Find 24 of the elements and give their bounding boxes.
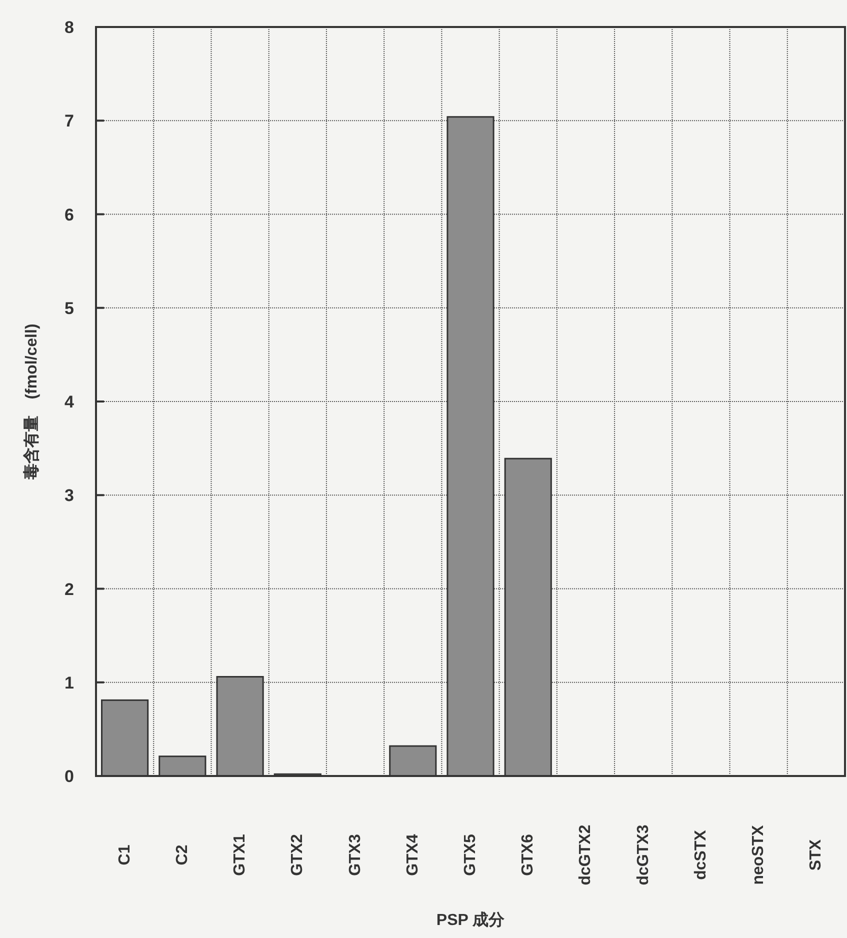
y-axis-title: 毒含有量 (fmol/cell) [22,324,40,480]
x-tick-label: dcGTX3 [634,824,652,886]
y-tick-label: 0 [64,767,74,786]
y-tick-label: 5 [64,298,74,318]
x-tick-label: neoSTX [750,824,768,885]
y-tick-label: 1 [64,673,74,692]
y-tick-label: 7 [64,112,74,131]
x-axis-title: PSP 成分 [436,911,506,929]
x-tick-label: C1 [116,844,134,866]
x-tick-label: GTX6 [520,834,537,876]
x-tick-label: GTX2 [289,834,306,876]
x-tick-label: GTX3 [346,834,364,876]
y-tick-label: 4 [64,392,75,412]
x-tick-label: GTX1 [232,834,249,876]
x-tick-label: GTX5 [462,834,479,876]
y-tick-label: 6 [64,205,74,224]
x-tick-label: dcSTX [692,830,710,880]
y-tick-label: 3 [64,486,74,506]
y-tick-label: 2 [64,580,74,599]
x-tick-label: dcGTX2 [577,824,594,886]
x-tick-label: STX [808,839,825,871]
y-tick-label: 8 [64,18,74,37]
x-tick-label: GTX4 [404,834,422,876]
x-tick-label: C2 [174,844,191,866]
